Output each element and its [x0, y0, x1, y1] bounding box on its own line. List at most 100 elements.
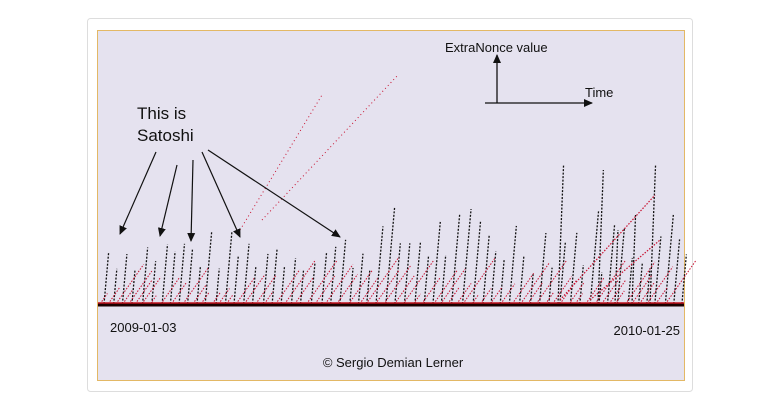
- streak: [461, 209, 472, 305]
- streak: [403, 243, 411, 305]
- date-label: 2009-01-03: [110, 320, 177, 335]
- streak: [490, 251, 497, 305]
- arrow: [157, 164, 178, 237]
- streak: [649, 164, 657, 305]
- streak: [673, 239, 681, 305]
- streak: [450, 213, 461, 305]
- streak: [482, 235, 490, 305]
- streak: [329, 246, 337, 305]
- streak: [141, 276, 162, 305]
- streak: [196, 266, 202, 305]
- streak: [192, 284, 207, 305]
- streak: [499, 258, 505, 305]
- streak: [518, 255, 525, 305]
- arrow: [187, 159, 196, 242]
- streak: [224, 230, 233, 305]
- streak: [200, 292, 210, 305]
- annotation-arrows: [119, 149, 341, 242]
- streak: [243, 274, 266, 305]
- streak: [226, 294, 234, 305]
- streak: [489, 286, 503, 305]
- streak: [271, 249, 278, 305]
- streak: [598, 272, 603, 305]
- streak: [235, 278, 255, 305]
- streak: [568, 282, 585, 305]
- streak: [233, 255, 240, 305]
- streak: [215, 268, 220, 305]
- streak: [211, 292, 221, 305]
- streak: [169, 251, 176, 305]
- streak: [527, 281, 544, 305]
- streak: [263, 290, 274, 305]
- streak: [99, 293, 108, 305]
- streak: [479, 288, 492, 305]
- streak: [251, 266, 257, 305]
- streak: [113, 268, 118, 305]
- streak: [440, 255, 447, 305]
- streak: [520, 262, 550, 305]
- streak: [631, 214, 637, 305]
- streak: [569, 232, 578, 305]
- streak: [182, 267, 210, 305]
- streak: [579, 265, 584, 305]
- streak: [462, 257, 496, 305]
- streak: [385, 207, 396, 305]
- streak: [186, 248, 194, 305]
- streak: [538, 232, 547, 305]
- streak: [548, 267, 553, 305]
- streak: [348, 270, 373, 305]
- streak: [299, 270, 305, 305]
- plot-area: [97, 30, 685, 381]
- arrow: [207, 149, 341, 238]
- streak: [625, 261, 656, 305]
- streak: [131, 270, 136, 305]
- streak: [601, 279, 619, 305]
- arrow: [201, 151, 241, 238]
- streak: [638, 281, 656, 305]
- streak: [423, 255, 430, 305]
- streak: [349, 267, 354, 305]
- streak: [204, 231, 213, 305]
- streak: [681, 254, 688, 305]
- streak: [589, 239, 661, 301]
- streak: [339, 239, 347, 305]
- streak: [141, 247, 149, 305]
- streak: [471, 294, 479, 305]
- streak: [290, 258, 297, 305]
- streak: [314, 275, 335, 305]
- streak: [655, 286, 669, 305]
- streak: [284, 259, 317, 305]
- streak: [606, 224, 616, 305]
- streak: [433, 269, 459, 305]
- streak: [365, 256, 400, 305]
- streak: [242, 243, 250, 305]
- axis-label: ExtraNonce value: [445, 40, 548, 55]
- streak: [614, 229, 619, 305]
- streak: [375, 226, 384, 305]
- streak: [280, 267, 286, 305]
- streak: [500, 283, 516, 305]
- streak: [324, 264, 354, 305]
- streak: [218, 288, 230, 305]
- streak: [552, 276, 573, 305]
- streak: [128, 270, 153, 305]
- annotation-text: This is: [137, 104, 186, 123]
- streak: [413, 293, 421, 305]
- streak: [115, 264, 145, 305]
- streak: [654, 236, 662, 305]
- streak: [589, 211, 600, 305]
- streak: [359, 278, 379, 305]
- streak: [511, 271, 535, 305]
- streak: [574, 293, 583, 305]
- streak: [616, 227, 626, 305]
- streak: [160, 277, 180, 305]
- streak: [608, 280, 626, 305]
- streak: [456, 283, 472, 305]
- streak: [508, 225, 518, 305]
- streak: [275, 269, 301, 305]
- streak: [121, 253, 128, 305]
- annotation-text: Satoshi: [137, 126, 194, 145]
- streaks: [99, 74, 697, 305]
